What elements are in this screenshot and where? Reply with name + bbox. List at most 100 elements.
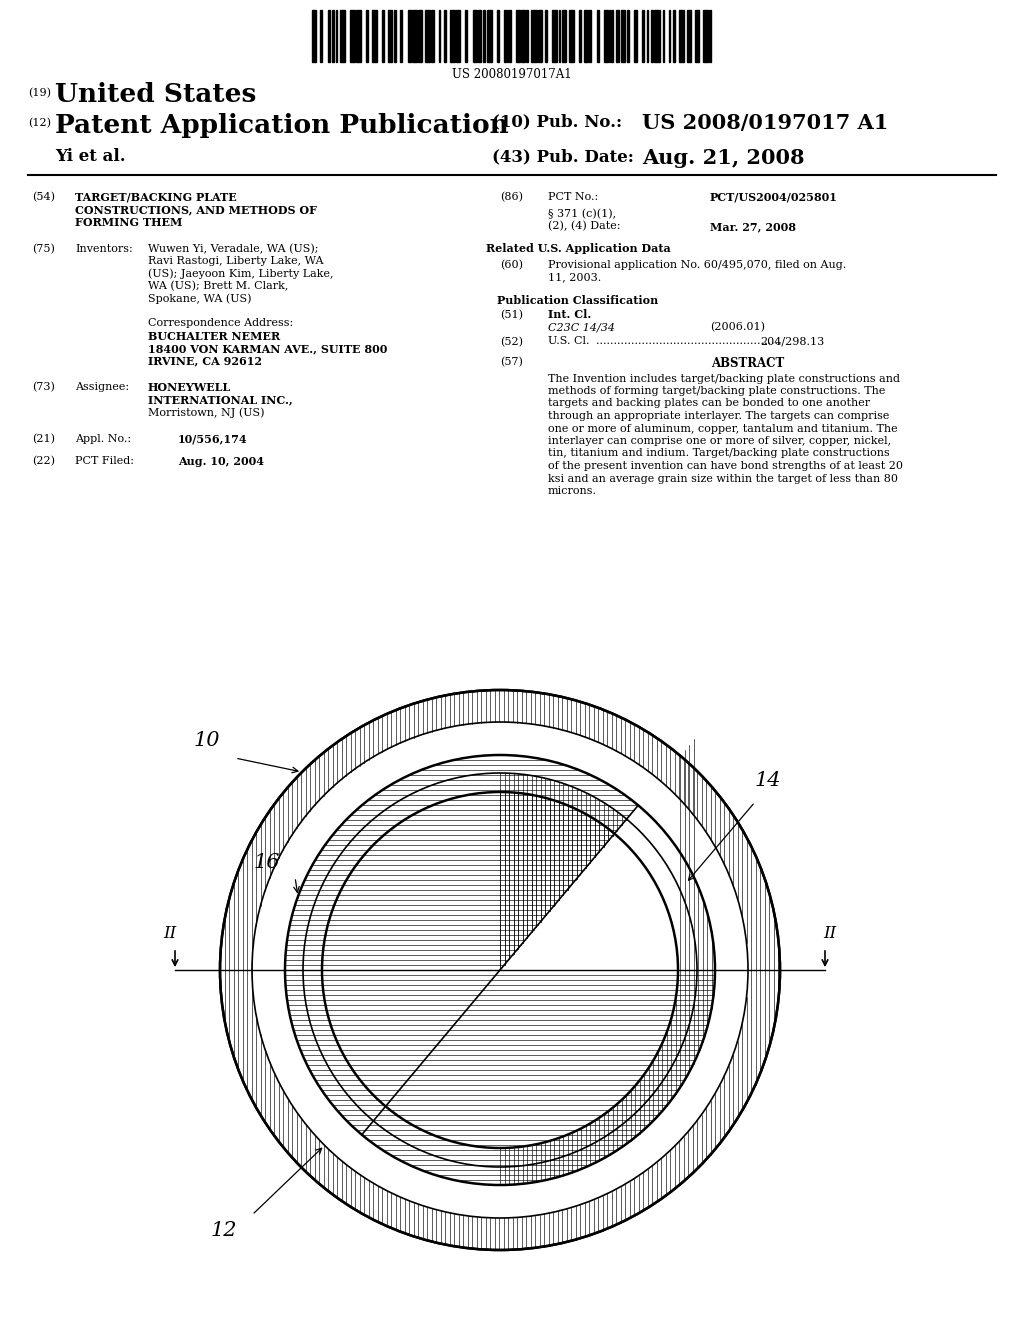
Bar: [634, 11, 638, 62]
Bar: [465, 11, 467, 62]
Bar: [444, 11, 446, 62]
Text: US 20080197017A1: US 20080197017A1: [453, 69, 571, 81]
Text: C23C 14/34: C23C 14/34: [548, 322, 615, 333]
Text: .....................................................: ........................................…: [596, 337, 781, 346]
Text: PCT/US2004/025801: PCT/US2004/025801: [710, 191, 838, 203]
Text: Correspondence Address:: Correspondence Address:: [148, 318, 293, 327]
Text: 10: 10: [194, 730, 220, 750]
Text: ABSTRACT: ABSTRACT: [712, 356, 784, 370]
Text: (60): (60): [500, 260, 523, 271]
Bar: [450, 11, 455, 62]
Text: Mar. 27, 2008: Mar. 27, 2008: [710, 220, 796, 232]
Text: targets and backing plates can be bonded to one another: targets and backing plates can be bonded…: [548, 399, 870, 408]
Bar: [621, 11, 625, 62]
Bar: [516, 11, 520, 62]
Text: IRVINE, CA 92612: IRVINE, CA 92612: [148, 355, 262, 367]
Bar: [504, 11, 506, 62]
Bar: [336, 11, 337, 62]
Text: (22): (22): [32, 455, 55, 466]
Bar: [356, 11, 361, 62]
Text: Provisional application No. 60/495,070, filed on Aug.: Provisional application No. 60/495,070, …: [548, 260, 846, 271]
Text: Appl. No.:: Appl. No.:: [75, 433, 131, 444]
Bar: [372, 11, 377, 62]
Text: microns.: microns.: [548, 486, 597, 496]
Text: INTERNATIONAL INC.,: INTERNATIONAL INC.,: [148, 395, 293, 405]
Bar: [456, 11, 460, 62]
Bar: [312, 11, 316, 62]
Text: (10) Pub. No.:: (10) Pub. No.:: [492, 114, 623, 129]
Bar: [478, 11, 481, 62]
Text: Assignee:: Assignee:: [75, 381, 129, 392]
Bar: [702, 11, 708, 62]
Text: U.S. Cl.: U.S. Cl.: [548, 337, 590, 346]
Text: Morristown, NJ (US): Morristown, NJ (US): [148, 407, 264, 417]
Bar: [647, 11, 648, 62]
Bar: [425, 11, 430, 62]
Text: Wuwen Yi, Veradale, WA (US);: Wuwen Yi, Veradale, WA (US);: [148, 243, 318, 253]
Text: of the present invention can have bond strengths of at least 20: of the present invention can have bond s…: [548, 461, 903, 471]
Text: United States: United States: [55, 82, 256, 107]
Text: 204/298.13: 204/298.13: [760, 337, 824, 346]
Bar: [497, 11, 499, 62]
Text: WA (US); Brett M. Clark,: WA (US); Brett M. Clark,: [148, 281, 289, 292]
Bar: [394, 11, 396, 62]
Bar: [579, 11, 581, 62]
Text: (2006.01): (2006.01): [710, 322, 765, 333]
Circle shape: [220, 690, 780, 1250]
Text: PCT Filed:: PCT Filed:: [75, 455, 134, 466]
Bar: [709, 11, 711, 62]
Text: TARGET/BACKING PLATE: TARGET/BACKING PLATE: [75, 191, 237, 203]
Text: Ravi Rastogi, Liberty Lake, WA: Ravi Rastogi, Liberty Lake, WA: [148, 256, 324, 267]
Bar: [388, 11, 392, 62]
Bar: [431, 11, 434, 62]
Text: Publication Classification: Publication Classification: [498, 294, 658, 306]
Text: HONEYWELL: HONEYWELL: [148, 381, 231, 393]
Bar: [673, 11, 675, 62]
Text: (12): (12): [28, 117, 51, 128]
Bar: [569, 11, 574, 62]
Text: methods of forming target/backing plate constructions. The: methods of forming target/backing plate …: [548, 385, 886, 396]
Bar: [654, 11, 659, 62]
Text: Related U.S. Application Data: Related U.S. Application Data: [485, 243, 671, 255]
Text: (86): (86): [500, 191, 523, 202]
Bar: [526, 11, 528, 62]
Text: The Invention includes target/backing plate constructions and: The Invention includes target/backing pl…: [548, 374, 900, 384]
Text: (2), (4) Date:: (2), (4) Date:: [548, 220, 621, 231]
Text: BUCHALTER NEMER: BUCHALTER NEMER: [148, 330, 281, 342]
Text: § 371 (c)(1),: § 371 (c)(1),: [548, 209, 616, 219]
Bar: [400, 11, 402, 62]
Text: interlayer can comprise one or more of silver, copper, nickel,: interlayer can comprise one or more of s…: [548, 436, 891, 446]
Bar: [412, 11, 417, 62]
Text: one or more of aluminum, copper, tantalum and titanium. The: one or more of aluminum, copper, tantalu…: [548, 424, 898, 433]
Bar: [611, 11, 613, 62]
Text: through an appropriate interlayer. The targets can comprise: through an appropriate interlayer. The t…: [548, 411, 890, 421]
Bar: [589, 11, 591, 62]
Text: Inventors:: Inventors:: [75, 243, 133, 253]
Text: 18400 VON KARMAN AVE., SUITE 800: 18400 VON KARMAN AVE., SUITE 800: [148, 343, 387, 354]
Bar: [651, 11, 653, 62]
Bar: [483, 11, 485, 62]
Text: Aug. 21, 2008: Aug. 21, 2008: [642, 148, 805, 168]
Bar: [538, 11, 542, 62]
Bar: [350, 11, 355, 62]
Bar: [642, 11, 644, 62]
Bar: [604, 11, 608, 62]
Text: (75): (75): [32, 243, 55, 253]
Bar: [531, 11, 537, 62]
Text: (73): (73): [32, 381, 55, 392]
Text: Int. Cl.: Int. Cl.: [548, 309, 591, 321]
Text: (51): (51): [500, 309, 523, 319]
Bar: [366, 11, 368, 62]
Text: (57): (57): [500, 356, 523, 367]
Bar: [332, 11, 334, 62]
Bar: [487, 11, 492, 62]
Bar: [321, 11, 323, 62]
Bar: [687, 11, 691, 62]
Bar: [609, 11, 610, 62]
Bar: [584, 11, 588, 62]
Text: (52): (52): [500, 337, 523, 347]
Bar: [627, 11, 629, 62]
Bar: [562, 11, 566, 62]
Text: ksi and an average grain size within the target of less than 80: ksi and an average grain size within the…: [548, 474, 898, 483]
Text: FORMING THEM: FORMING THEM: [75, 216, 182, 228]
